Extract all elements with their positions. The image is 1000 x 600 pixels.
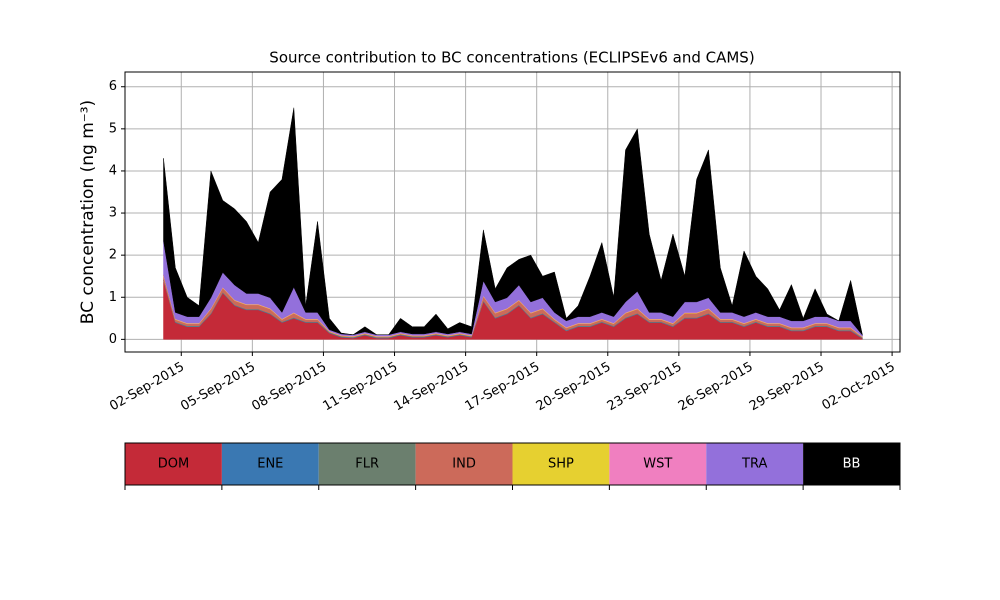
x-tick-label: 23-Sep-2015: [605, 360, 685, 415]
legend-swatch: [512, 443, 610, 485]
x-tick-label: 26-Sep-2015: [676, 360, 756, 415]
x-tick-label: 08-Sep-2015: [249, 360, 329, 415]
y-tick-label: 4: [109, 163, 117, 178]
x-tick-label: 17-Sep-2015: [463, 360, 543, 415]
y-tick-label: 3: [109, 206, 117, 221]
x-tick-label: 05-Sep-2015: [178, 360, 258, 415]
legend-swatch: [125, 443, 222, 485]
x-tick-label: 29-Sep-2015: [747, 360, 827, 415]
legend-label: BB: [843, 457, 861, 472]
legend-label: DOM: [158, 457, 189, 472]
legend-label: TRA: [741, 457, 767, 472]
x-tick-label: 20-Sep-2015: [534, 360, 614, 415]
y-tick-label: 6: [109, 79, 117, 94]
legend-swatch: [803, 443, 900, 485]
legend-swatch: [318, 443, 416, 485]
legend-swatch: [609, 443, 707, 485]
y-tick-label: 5: [109, 121, 117, 136]
y-axis-label: BC concentration (ng m⁻³): [78, 100, 98, 324]
legend-frame: [124, 442, 901, 486]
legend-label: FLR: [355, 457, 379, 472]
legend-swatch: [415, 443, 513, 485]
y-tick-label: 0: [109, 332, 117, 347]
area: [163, 107, 863, 336]
x-tick-label: 02-Sep-2015: [107, 360, 187, 415]
legend-label: SHP: [548, 457, 574, 472]
legend-swatch: [221, 443, 319, 485]
x-tick-label: 02-Oct-2015: [819, 360, 897, 414]
chart-title: Source contribution to BC concentrations…: [269, 49, 754, 67]
legend-swatch: [706, 443, 804, 485]
y-tick-label: 2: [109, 248, 117, 263]
y-tick-label: 1: [109, 290, 117, 305]
legend-label: IND: [452, 457, 476, 472]
legend-label: WST: [643, 457, 672, 472]
plot-frame: [124, 71, 901, 353]
x-tick-label: 11-Sep-2015: [320, 360, 400, 415]
legend-label: ENE: [257, 457, 283, 472]
x-tick-label: 14-Sep-2015: [392, 360, 472, 415]
